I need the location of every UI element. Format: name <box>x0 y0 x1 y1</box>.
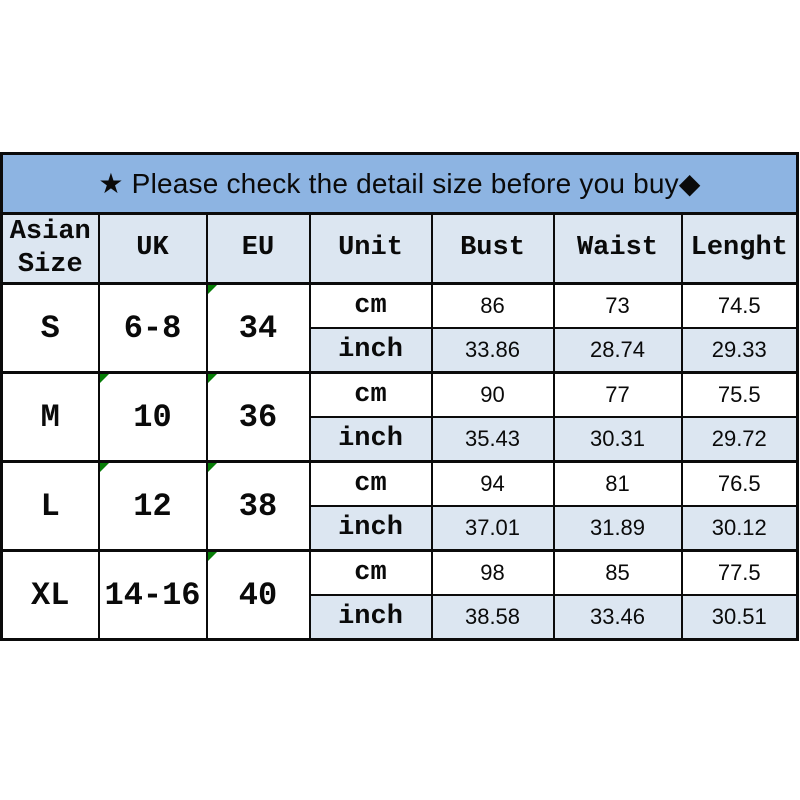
unit-label: inch <box>308 505 433 552</box>
eu-value-text: 36 <box>238 398 278 436</box>
size-value: S <box>0 282 100 374</box>
bust-value: 86 <box>430 282 555 329</box>
bust-value: 33.86 <box>430 327 555 374</box>
length-value: 77.5 <box>680 549 799 596</box>
table-row-m-cm: M 10 36 cm 90 77 75.5 <box>0 371 799 463</box>
bust-value: 90 <box>430 371 555 418</box>
col-header-asian-size: Asian Size <box>0 212 100 285</box>
length-value: 30.51 <box>680 594 799 641</box>
table-row-s-inch: inch 33.86 28.74 29.33 <box>2 327 799 374</box>
excel-error-indicator-icon <box>208 464 217 472</box>
table-row-s-cm: S 6-8 34 cm 86 73 74.5 <box>0 282 799 374</box>
uk-value: 6-8 <box>97 282 208 374</box>
eu-value: 40 <box>205 549 311 641</box>
unit-label: inch <box>308 594 433 641</box>
table-row-xl-cm: XL 14-16 40 cm 98 85 77.5 <box>0 549 799 641</box>
eu-value-text: 38 <box>238 487 278 525</box>
col-header-waist: Waist <box>552 212 683 285</box>
excel-error-indicator-icon <box>208 553 217 561</box>
length-value: 29.33 <box>680 327 799 374</box>
size-value: M <box>0 371 100 463</box>
col-header-unit: Unit <box>308 212 433 285</box>
table-row-l-cm: L 12 38 cm 94 81 76.5 <box>0 460 799 552</box>
unit-label: cm <box>308 371 433 418</box>
waist-value: 73 <box>552 282 683 329</box>
size-chart-table: ★ Please check the detail size before yo… <box>0 152 799 641</box>
eu-value-text: 40 <box>238 576 278 614</box>
waist-value: 81 <box>552 460 683 507</box>
size-value: XL <box>0 549 100 641</box>
length-value: 74.5 <box>680 282 799 329</box>
unit-label: cm <box>308 282 433 329</box>
col-header-uk: UK <box>97 212 208 285</box>
bust-value: 98 <box>430 549 555 596</box>
eu-value-text: 34 <box>238 309 278 347</box>
length-value: 76.5 <box>680 460 799 507</box>
unit-label: cm <box>308 549 433 596</box>
table-row-m-inch: inch 35.43 30.31 29.72 <box>2 416 799 463</box>
waist-value: 77 <box>552 371 683 418</box>
waist-value: 30.31 <box>552 416 683 463</box>
length-value: 75.5 <box>680 371 799 418</box>
length-value: 30.12 <box>680 505 799 552</box>
unit-label: inch <box>308 416 433 463</box>
col-header-bust: Bust <box>430 212 555 285</box>
header-row: Asian Size UK EU Unit Bust Waist Lenght <box>0 212 799 285</box>
unit-label: cm <box>308 460 433 507</box>
banner-row: ★ Please check the detail size before yo… <box>0 152 799 215</box>
waist-value: 85 <box>552 549 683 596</box>
bust-value: 37.01 <box>430 505 555 552</box>
excel-error-indicator-icon <box>100 464 109 472</box>
uk-value: 10 <box>97 371 208 463</box>
banner-notice: ★ Please check the detail size before yo… <box>0 152 799 215</box>
waist-value: 33.46 <box>552 594 683 641</box>
bust-value: 38.58 <box>430 594 555 641</box>
eu-value: 36 <box>205 371 311 463</box>
bust-value: 35.43 <box>430 416 555 463</box>
waist-value: 28.74 <box>552 327 683 374</box>
uk-value: 14-16 <box>97 549 208 641</box>
table-row-xl-inch: inch 38.58 33.46 30.51 <box>2 594 799 641</box>
eu-value: 34 <box>205 282 311 374</box>
col-header-lenght: Lenght <box>680 212 799 285</box>
unit-label: inch <box>308 327 433 374</box>
table-row-l-inch: inch 37.01 31.89 30.12 <box>2 505 799 552</box>
eu-value: 38 <box>205 460 311 552</box>
excel-error-indicator-icon <box>100 375 109 383</box>
length-value: 29.72 <box>680 416 799 463</box>
uk-value-text: 12 <box>133 487 172 525</box>
uk-value: 12 <box>97 460 208 552</box>
excel-error-indicator-icon <box>208 375 217 383</box>
col-header-eu: EU <box>205 212 311 285</box>
size-value: L <box>0 460 100 552</box>
uk-value-text: 10 <box>133 398 172 436</box>
bust-value: 94 <box>430 460 555 507</box>
waist-value: 31.89 <box>552 505 683 552</box>
excel-error-indicator-icon <box>208 286 217 294</box>
